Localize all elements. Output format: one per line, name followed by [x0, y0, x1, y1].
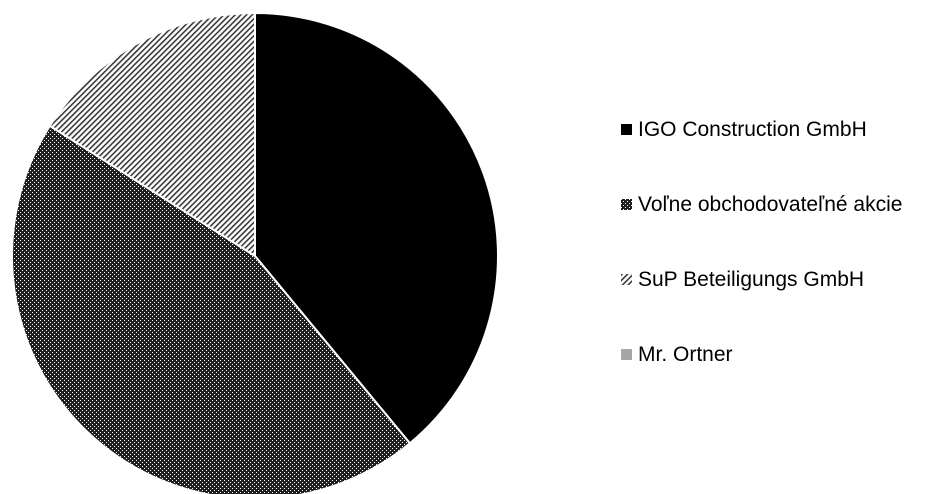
legend-item-igo-construction: IGO Construction GmbH	[621, 117, 928, 142]
legend-item-mr-ortner: Mr. Ortner	[621, 342, 928, 367]
pie-slice-1	[11, 124, 412, 494]
pie-slice-0	[254, 11, 499, 445]
legend-swatch-solid-gray-icon	[621, 349, 632, 360]
legend-label: Mr. Ortner	[638, 343, 733, 366]
legend-swatch-solid-black-icon	[621, 124, 632, 135]
legend-item-sup-beteiligungs: SuP Beteiligungs GmbH	[621, 267, 928, 292]
legend-swatch-dotted-icon	[621, 199, 632, 210]
legend-swatch-hatched-icon	[621, 274, 632, 285]
legend-item-volne-obchodovatelne-akcie: Voľne obchodovateľné akcie	[621, 192, 928, 217]
pie-slice-2	[48, 11, 256, 258]
pie-slices	[11, 11, 499, 494]
chart-legend: IGO Construction GmbH Voľne obchodovateľ…	[621, 0, 921, 494]
pie-plot-area	[11, 11, 499, 494]
legend-label: IGO Construction GmbH	[638, 118, 867, 141]
legend-label: Voľne obchodovateľné akcie	[638, 193, 903, 216]
legend-label: SuP Beteiligungs GmbH	[638, 268, 865, 291]
